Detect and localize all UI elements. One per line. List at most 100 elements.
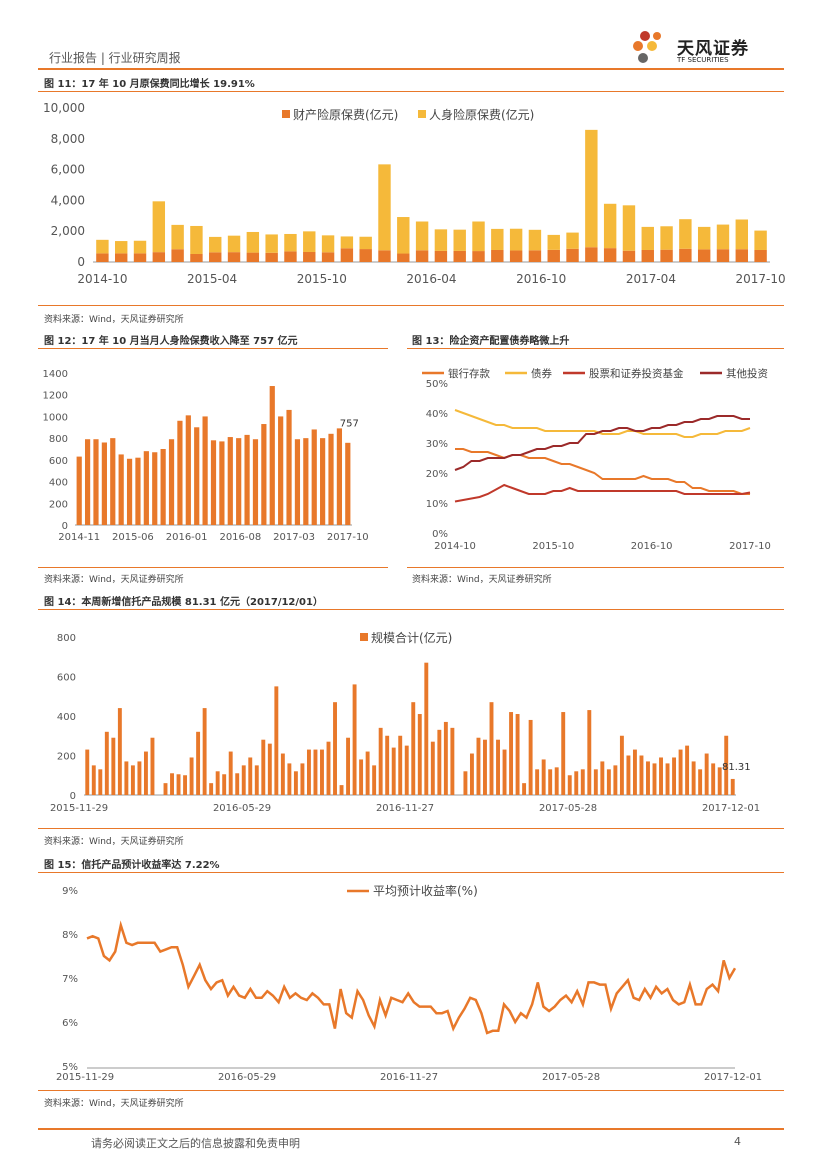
f14-legend-swatch bbox=[360, 633, 368, 641]
f14-bar bbox=[385, 735, 390, 795]
f11-bar-property bbox=[321, 252, 335, 262]
f13-x-tick-label: 2016-10 bbox=[631, 541, 673, 552]
figure-15-rule bbox=[38, 872, 784, 873]
f14-bar bbox=[665, 763, 670, 795]
f12-bar bbox=[143, 451, 149, 525]
f11-bar-property bbox=[115, 253, 128, 262]
f11-bar-life bbox=[585, 129, 598, 248]
f15-y-tick-label: 6% bbox=[62, 1018, 78, 1029]
f12-bar bbox=[84, 439, 91, 525]
f14-bar bbox=[450, 727, 455, 795]
f11-bar-life bbox=[246, 231, 260, 253]
f11-bar-property bbox=[209, 252, 222, 262]
figure-15-bottom-rule bbox=[38, 1090, 784, 1091]
f14-bar bbox=[600, 761, 605, 795]
f13-legend-label: 债券 bbox=[531, 367, 552, 380]
f14-bar bbox=[678, 749, 683, 795]
footer-rule bbox=[38, 1128, 784, 1130]
f12-bar bbox=[286, 409, 292, 525]
f13-legend-label: 其他投资 bbox=[726, 367, 768, 380]
f15-x-tick-label: 2017-12-01 bbox=[704, 1072, 762, 1083]
f15-x-tick-label: 2015-11-29 bbox=[56, 1072, 114, 1083]
f11-bar-property bbox=[434, 250, 448, 262]
f14-y-tick-label: 800 bbox=[57, 633, 76, 644]
f14-bar bbox=[404, 745, 409, 795]
f14-bar bbox=[124, 761, 129, 795]
f12-bar bbox=[345, 442, 351, 525]
f14-bar bbox=[85, 749, 90, 795]
f11-bar-life bbox=[754, 230, 767, 250]
f12-y-tick-label: 200 bbox=[49, 499, 68, 510]
f11-bar-life bbox=[303, 231, 316, 252]
f11-bar-life bbox=[265, 234, 278, 253]
f14-x-tick-label: 2017-12-01 bbox=[702, 803, 760, 814]
f12-x-tick-label: 2016-08 bbox=[219, 532, 261, 543]
f15-y-tick-label: 7% bbox=[62, 974, 78, 985]
f14-bar bbox=[248, 757, 253, 795]
f14-bar bbox=[104, 731, 109, 795]
f11-bar-property bbox=[171, 249, 184, 262]
f11-bar-life bbox=[190, 225, 203, 254]
f12-y-tick-label: 600 bbox=[49, 456, 68, 467]
figure-11-rule bbox=[38, 91, 784, 92]
f14-bar bbox=[398, 735, 403, 795]
f14-bar bbox=[306, 749, 311, 795]
f14-bar bbox=[606, 769, 611, 795]
f14-bar bbox=[593, 769, 598, 795]
f14-bar bbox=[691, 761, 696, 795]
f12-data-label: 757 bbox=[340, 418, 359, 429]
f12-bar bbox=[294, 439, 301, 525]
f14-bar bbox=[143, 751, 148, 795]
f11-bar-property bbox=[378, 250, 391, 262]
f12-bar bbox=[219, 441, 225, 525]
f14-bar bbox=[137, 761, 142, 795]
f11-bar-property bbox=[735, 249, 748, 262]
f11-bar-property bbox=[227, 252, 241, 262]
f12-x-tick-label: 2017-03 bbox=[273, 532, 315, 543]
f14-bar bbox=[378, 727, 383, 795]
f12-bar bbox=[126, 458, 133, 525]
f11-bar-property bbox=[96, 253, 109, 262]
f14-y-tick-label: 200 bbox=[57, 752, 76, 763]
f14-bar bbox=[359, 759, 364, 795]
f12-x-tick-label: 2014-11 bbox=[58, 532, 100, 543]
f14-bar bbox=[704, 753, 709, 795]
f12-y-tick-label: 1400 bbox=[43, 369, 68, 380]
f14-bar bbox=[619, 735, 624, 795]
f14-bar bbox=[522, 783, 527, 795]
f13-legend-label: 股票和证券投资基金 bbox=[589, 367, 684, 380]
figure-14-source: 资料来源：Wind，天风证券研究所 bbox=[44, 837, 184, 847]
f11-bar-property bbox=[566, 248, 579, 262]
f11-x-tick-label: 2017-10 bbox=[736, 272, 786, 286]
f15-series-line bbox=[86, 920, 737, 1035]
f14-bar bbox=[489, 702, 494, 795]
f12-y-tick-label: 800 bbox=[49, 434, 68, 445]
f11-bar-property bbox=[453, 250, 466, 262]
f14-bar bbox=[235, 773, 240, 795]
f11-bar-life bbox=[528, 229, 542, 251]
f11-bar-property bbox=[697, 249, 711, 262]
f14-bar bbox=[424, 662, 429, 795]
f14-bar bbox=[352, 684, 357, 795]
f14-bar bbox=[443, 721, 448, 795]
f15-x-tick-label: 2017-05-28 bbox=[542, 1072, 600, 1083]
f13-y-tick-label: 0% bbox=[432, 529, 448, 540]
f11-bar-life bbox=[133, 240, 147, 254]
f14-bar bbox=[502, 749, 507, 795]
f13-y-tick-label: 20% bbox=[426, 469, 448, 480]
f15-y-tick-label: 9% bbox=[62, 886, 78, 897]
f11-bar-property bbox=[754, 249, 767, 262]
page-number: 4 bbox=[734, 1135, 741, 1148]
figure-12-title: 图 12：17 年 10 月当月人身险保费收入降至 757 亿元 bbox=[44, 336, 298, 347]
f11-bar-life bbox=[641, 226, 654, 250]
f11-bar-property bbox=[284, 251, 297, 262]
f11-bar-property bbox=[528, 250, 542, 262]
f14-bar bbox=[574, 771, 579, 795]
f11-y-tick-label: 0 bbox=[77, 255, 85, 269]
f14-bar bbox=[639, 755, 644, 795]
f14-bar bbox=[254, 765, 259, 795]
f12-bar bbox=[160, 449, 166, 525]
f11-bar-life bbox=[340, 236, 354, 249]
f14-bar bbox=[509, 712, 514, 795]
